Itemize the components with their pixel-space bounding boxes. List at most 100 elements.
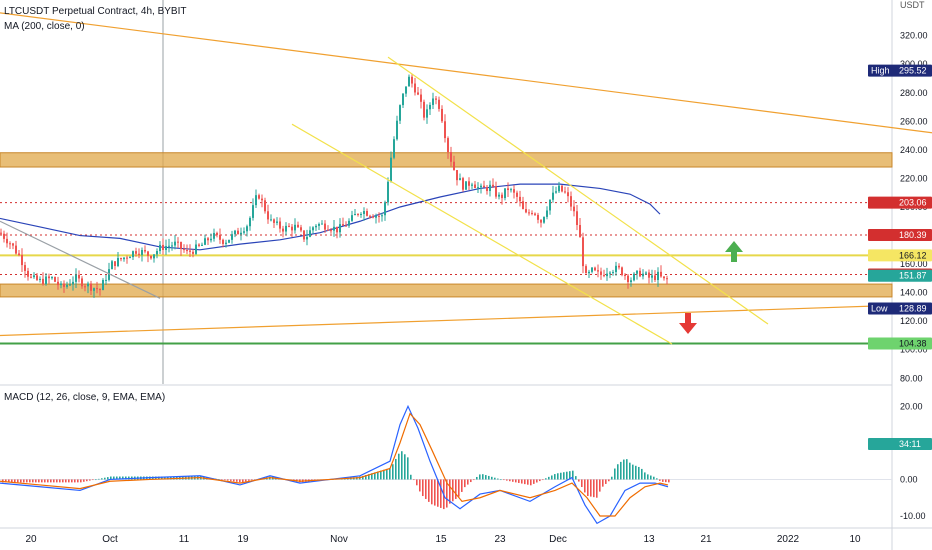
candle-body bbox=[321, 223, 323, 225]
candle-body bbox=[294, 224, 296, 231]
candle-body bbox=[291, 226, 293, 231]
macd-histogram-bar bbox=[527, 479, 529, 485]
zone-band-1 bbox=[0, 283, 893, 298]
macd-histogram-bar bbox=[233, 479, 235, 482]
candle-body bbox=[426, 109, 428, 118]
candle-body bbox=[90, 283, 92, 291]
candle-body bbox=[507, 188, 509, 191]
candle-body bbox=[36, 275, 38, 280]
candle-body bbox=[15, 245, 17, 254]
macd-histogram-bar bbox=[521, 479, 523, 484]
macd-histogram-bar bbox=[77, 479, 79, 483]
macd-histogram-bar bbox=[638, 466, 640, 480]
candle-body bbox=[522, 201, 524, 210]
candle-body bbox=[504, 188, 506, 199]
macd-histogram-bar bbox=[422, 479, 424, 497]
candle-body bbox=[105, 279, 107, 281]
ma-legend[interactable]: MA (200, close, 0) bbox=[4, 21, 85, 32]
candle-body bbox=[525, 209, 527, 213]
macd-histogram-bar bbox=[71, 479, 73, 483]
macd-histogram-bar bbox=[491, 476, 493, 480]
macd-histogram-bar bbox=[464, 479, 466, 488]
candle-body bbox=[303, 230, 305, 240]
candle-body bbox=[198, 244, 200, 246]
macd-histogram-bar bbox=[23, 479, 25, 483]
candle-body bbox=[129, 257, 131, 259]
candle-body bbox=[396, 120, 398, 140]
price-tick-label: 300.00 bbox=[900, 59, 928, 69]
macd-legend[interactable]: MACD (12, 26, close, 9, EMA, EMA) bbox=[4, 392, 166, 403]
macd-histogram-bar bbox=[107, 477, 109, 480]
macd-histogram-bar bbox=[488, 475, 490, 480]
time-tick-label: Dec bbox=[549, 534, 567, 545]
price-tag-bg bbox=[868, 302, 932, 315]
candle-body bbox=[486, 187, 488, 192]
macd-histogram-bar bbox=[635, 465, 637, 480]
candle-body bbox=[162, 244, 164, 250]
time-tick-label: 20 bbox=[25, 534, 37, 545]
candles[interactable] bbox=[0, 73, 668, 298]
price-tag-value: 203.06 bbox=[899, 198, 927, 208]
candle-body bbox=[255, 195, 257, 206]
candle-body bbox=[324, 223, 326, 230]
price-tick-label: 160.00 bbox=[900, 259, 928, 269]
candle-body bbox=[54, 277, 56, 282]
candle-body bbox=[540, 219, 542, 223]
macd-histogram-bar bbox=[17, 479, 19, 483]
candle-body bbox=[318, 224, 320, 226]
macd-histogram-bar bbox=[122, 476, 124, 480]
candle-body bbox=[219, 234, 221, 240]
candle-body bbox=[414, 83, 416, 93]
candle-body bbox=[216, 232, 218, 235]
candle-body bbox=[273, 219, 275, 223]
macd-histogram-bar bbox=[44, 479, 46, 483]
macd-histogram-bar bbox=[647, 474, 649, 480]
candle-body bbox=[660, 271, 662, 277]
candle-body bbox=[456, 170, 458, 181]
macd-histogram-bar bbox=[101, 478, 103, 480]
macd-panel[interactable] bbox=[0, 404, 892, 525]
candle-body bbox=[516, 192, 518, 197]
candle-body bbox=[342, 224, 344, 226]
macd-histogram-bar bbox=[245, 479, 247, 482]
candle-body bbox=[459, 178, 461, 181]
macd-histogram-bar bbox=[608, 479, 610, 482]
candle-body bbox=[462, 178, 464, 190]
candle-body bbox=[114, 261, 116, 267]
candle-body bbox=[75, 274, 77, 282]
candle-body bbox=[384, 202, 386, 216]
macd-histogram-bar bbox=[587, 479, 589, 497]
macd-histogram-bar bbox=[668, 479, 670, 483]
candle-body bbox=[624, 275, 626, 277]
macd-histogram-bar bbox=[254, 479, 256, 481]
zones bbox=[0, 152, 893, 298]
trend-lines[interactable] bbox=[0, 12, 932, 345]
macd-histogram-bar bbox=[458, 479, 460, 497]
candle-body bbox=[96, 288, 98, 290]
symbol-title[interactable]: LTCUSDT Perpetual Contract, 4h, BYBIT bbox=[4, 6, 187, 17]
macd-histogram-bar bbox=[218, 479, 220, 480]
macd-histogram-bar bbox=[80, 479, 82, 483]
macd-histogram-bar bbox=[644, 472, 646, 480]
macd-histogram-bar bbox=[239, 479, 241, 483]
candle-body bbox=[594, 267, 596, 271]
price-tag-bg bbox=[868, 269, 932, 282]
macd-histogram-bar bbox=[110, 476, 112, 480]
candle-body bbox=[345, 225, 347, 227]
macd-histogram-bar bbox=[590, 479, 592, 497]
candle-body bbox=[489, 184, 491, 192]
candle-body bbox=[468, 181, 470, 186]
price-tag-1: 203.06 bbox=[868, 196, 932, 209]
macd-histogram-bar bbox=[512, 479, 514, 482]
candle-body bbox=[621, 267, 623, 276]
candle-body bbox=[84, 286, 86, 288]
time-axis[interactable]: 20 Oct 11 19 Nov 15 23 Dec 13 21 2022 10 bbox=[25, 534, 861, 545]
price-axis[interactable]: 80.00100.00120.00140.00160.00180.00200.0… bbox=[868, 31, 932, 521]
candle-body bbox=[543, 216, 545, 223]
macd-histogram-bar bbox=[536, 479, 538, 483]
candle-body bbox=[123, 257, 125, 260]
macd-histogram-bar bbox=[83, 479, 85, 482]
macd-histogram-bar bbox=[524, 479, 526, 485]
price-tag-name: Low bbox=[871, 303, 888, 313]
